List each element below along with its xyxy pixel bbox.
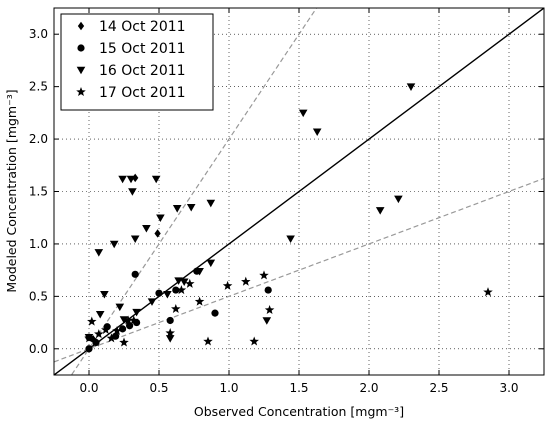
y-tick-label: 3.0 [29,27,48,41]
triangle-down-data-point [126,175,136,184]
triangle-down-data-point [262,317,272,325]
triangle-down-data-point [163,291,172,299]
circle-data-point [264,286,272,294]
circle-data-point [85,345,93,353]
star-data-point [249,336,259,346]
x-tick-label: 1.5 [289,381,308,395]
triangle-down-data-point [142,224,151,233]
circle-data-point [166,316,174,325]
triangle-down-data-point [119,316,129,324]
data-points [84,83,493,353]
legend-label: 16 Oct 2011 [99,63,186,79]
triangle-down-data-point [115,303,125,312]
triangle-down-data-point [298,109,308,118]
triangle-down-data-point [128,188,137,196]
star-data-point [112,325,122,336]
y-tick-label: 0.5 [29,289,48,303]
star-data-point [483,287,493,297]
y-tick-label: 1.5 [29,185,48,199]
legend-label: 17 Oct 2011 [99,85,186,101]
triangle-down-data-point [147,298,157,306]
x-tick-label: 2.5 [429,381,448,395]
star-data-point [259,270,269,280]
star-data-point [101,324,111,334]
triangle-down-data-point [312,128,322,137]
triangle-down-data-point [172,205,182,213]
y-axis-title: Modeled Concentration [mgm⁻³] [4,89,19,292]
x-tick-label: 0.5 [149,381,168,395]
legend-diamond-marker [77,21,85,31]
star-data-point [106,333,117,343]
factor-2-lower-line [54,177,544,363]
circle-data-point [211,309,219,317]
triangle-down-data-point [100,291,109,299]
triangle-down-data-point [206,259,216,268]
triangle-down-data-point [206,199,216,208]
y-tick-label: 2.5 [29,80,48,94]
x-tick-label: 3.0 [499,381,518,395]
triangle-down-data-point [94,249,104,257]
star-data-point [185,278,195,288]
triangle-down-data-point [165,335,175,343]
factor-2-upper-line [70,8,318,375]
legend-circle-marker [77,44,85,52]
star-data-point [165,328,175,338]
circle-data-point [155,289,163,297]
triangle-down-data-point [156,214,165,223]
star-data-point [176,285,187,295]
triangle-down-data-point [286,235,295,243]
triangle-down-data-point [375,207,385,215]
axis-ticks: 0.0 0.5 1.0 1.5 2.0 2.5 3.0 0.0 0.5 1.0 1.5 2.0 2.5 3… [29,8,544,395]
legend-box [60,13,214,111]
star-data-point [87,316,97,326]
legend-star-marker [76,87,86,97]
star-data-point [84,333,94,343]
triangle-down-data-point [118,175,127,184]
circle-data-point [119,325,127,333]
x-tick-label: 1.0 [219,381,238,395]
legend-label: 14 Oct 2011 [99,19,186,35]
diamond-data-point [154,229,161,238]
y-tick-label: 1.0 [29,237,48,251]
circle-data-point [131,270,139,278]
triangle-down-data-point [130,235,140,243]
triangle-down-data-point [406,83,416,91]
legend-triangle-down-marker [76,66,86,75]
star-data-point [203,336,213,346]
star-data-point [119,337,129,347]
y-tick-label: 2.0 [29,132,48,146]
x-tick-label: 2.0 [359,381,378,395]
star-data-point [222,280,233,290]
triangle-down-data-point [186,204,196,212]
legend: 14 Oct 2011 15 Oct 2011 16 Oct 2011 17 Oct … [60,13,214,111]
star-data-point [123,315,133,325]
triangle-down-data-point [195,267,204,276]
triangle-down-data-point [132,308,141,317]
x-axis-title: Observed Concentration [mgm⁻³] [194,404,404,419]
legend-label: 15 Oct 2011 [99,41,186,57]
star-data-point [194,296,205,306]
star-data-point [171,303,181,313]
triangle-down-data-point [394,195,403,204]
star-data-point [94,329,104,339]
triangle-down-data-point [95,310,105,319]
circle-data-point [172,286,180,294]
triangle-down-data-point [109,240,119,249]
y-tick-label: 0.0 [29,342,48,356]
star-data-point [241,276,251,286]
star-data-point [264,304,275,315]
star-data-point [91,337,101,347]
star-data-point [129,315,139,325]
x-tick-label: 0.0 [79,381,98,395]
triangle-down-data-point [151,175,161,184]
triangle-down-data-point [179,278,189,286]
